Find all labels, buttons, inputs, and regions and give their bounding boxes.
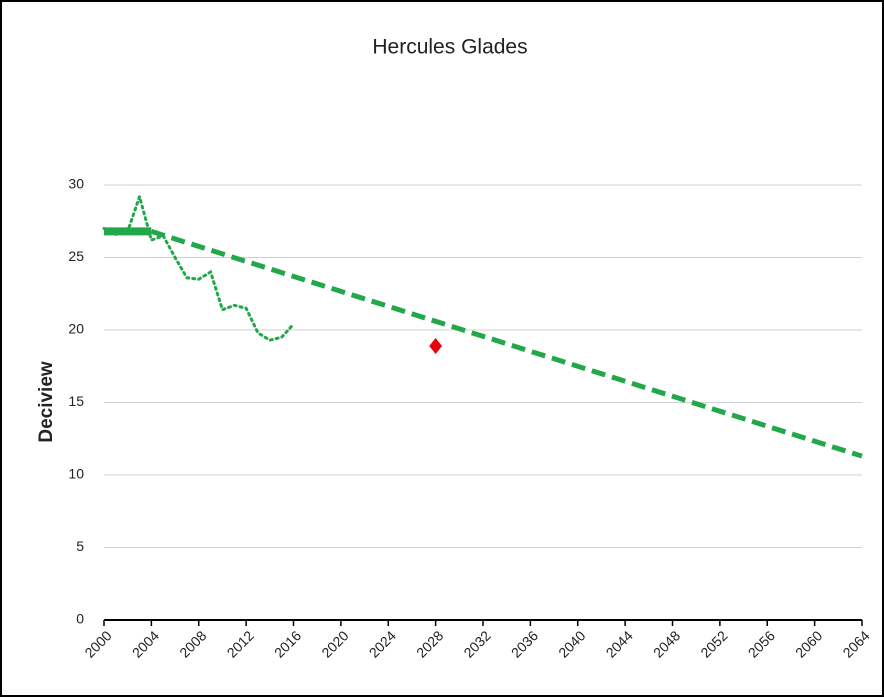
chart-title: Hercules Glades (372, 36, 527, 59)
y-tick-label: 0 (76, 611, 84, 627)
target-marker (429, 337, 443, 354)
y-tick-label: 10 (68, 466, 84, 482)
y-tick-label: 20 (68, 321, 84, 337)
y-tick-label: 15 (68, 393, 84, 409)
series-line (150, 229, 863, 459)
y-tick-label: 30 (68, 176, 84, 192)
y-tick-label: 5 (76, 538, 84, 554)
y-tick-label: 25 (68, 248, 84, 264)
series-line (102, 191, 295, 342)
y-axis-label: Deciview (36, 361, 57, 443)
